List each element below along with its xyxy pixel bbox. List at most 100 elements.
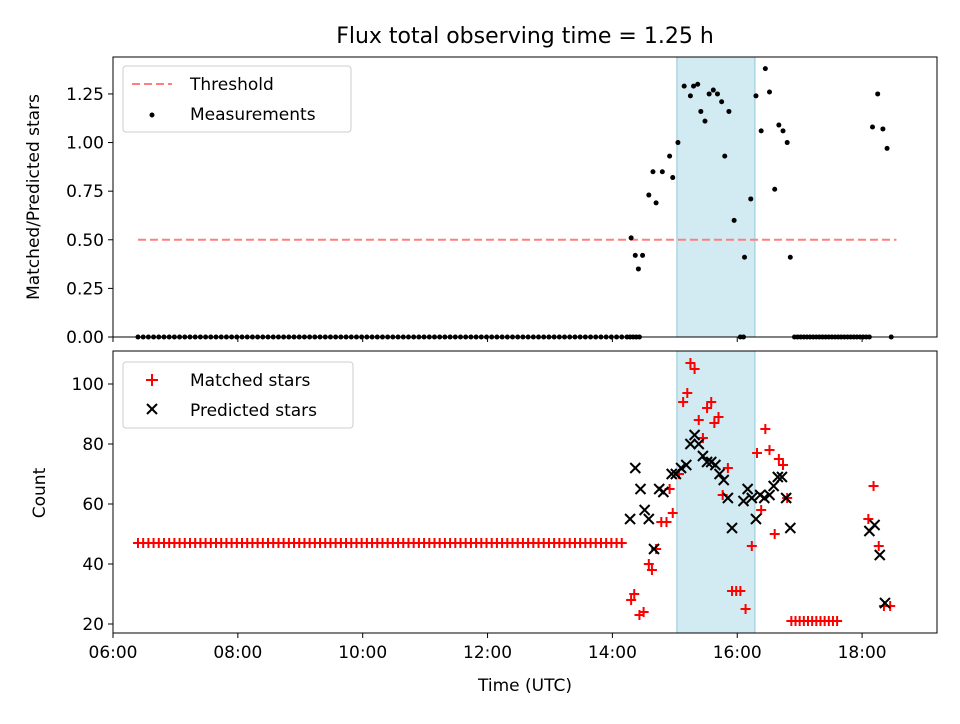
- bottom-predicted-stars-marker: [784, 522, 797, 534]
- bottom-matched-stars-marker: [873, 541, 884, 551]
- bottom-predicted-stars-marker: [758, 492, 771, 504]
- top-measurements-point: [695, 81, 701, 87]
- bottom-matched-stars-marker: [685, 358, 696, 368]
- top-measurements-point: [698, 108, 704, 114]
- bottom-predicted-stars-marker: [776, 471, 788, 483]
- bottom-predicted-stars-marker: [726, 522, 738, 534]
- bottom-predicted-stars-marker: [750, 513, 762, 525]
- bottom-predicted-stars-marker: [684, 438, 697, 450]
- bottom-predicted-stars-marker: [879, 597, 891, 609]
- bottom-predicted-stars-marker: [741, 483, 754, 495]
- top-y-tick-label: 0.50: [66, 231, 104, 251]
- bottom-matched-stars-marker: [646, 565, 657, 575]
- bottom-predicted-stars-marker: [763, 489, 776, 501]
- matched-legend-label: Matched stars: [190, 371, 310, 391]
- bottom-matched-stars-marker: [868, 481, 879, 491]
- bottom-matched-stars-marker: [626, 595, 637, 605]
- bottom-x-tick-label: 16:00: [713, 643, 762, 663]
- bottom-matched-stars-marker: [740, 604, 751, 614]
- bottom-predicted-stars-marker: [643, 513, 655, 525]
- top-measurements-point: [772, 186, 778, 192]
- top-measurements-point: [687, 93, 693, 99]
- bottom-predicted-stars-marker: [780, 492, 792, 504]
- bottom-predicted-stars-marker: [688, 429, 701, 441]
- top-y-tick-label: 1.00: [66, 134, 104, 154]
- top-y-tick-label: 0.25: [66, 279, 104, 299]
- top-y-tick-label: 0.75: [66, 182, 104, 202]
- bottom-matched-stars-marker: [638, 607, 649, 617]
- bottom-matched-stars-marker: [752, 448, 763, 458]
- top-measurements-point: [762, 66, 768, 72]
- bottom-matched-stars-marker: [722, 463, 733, 473]
- bottom-x-tick-label: 08:00: [213, 643, 262, 663]
- bottom-predicted-stars-marker: [638, 504, 651, 516]
- measurements-legend-label: Measurements: [190, 105, 316, 125]
- bottom-predicted-stars-marker: [701, 456, 713, 468]
- bottom-matched-stars-marker: [689, 364, 700, 374]
- top-shaded-span: [676, 56, 756, 338]
- bottom-panel: 20 40 60 80 100 06:00 08:00 10:00 12:00 14:00 16:0…: [30, 350, 938, 696]
- bottom-predicted-stars-marker: [693, 438, 705, 450]
- bottom-x-tick-label: 10:00: [338, 643, 387, 663]
- bottom-predicted-stars-marker: [657, 486, 670, 498]
- bottom-matched-stars-marker: [769, 529, 780, 539]
- top-measurements-point: [753, 93, 759, 99]
- bottom-shaded-span: [676, 350, 756, 634]
- bottom-matched-stars-marker: [643, 559, 654, 569]
- bottom-matched-stars-marker: [764, 445, 775, 455]
- top-plot-layer: 0.00 0.25 0.50 0.75 1.00 1.25: [66, 56, 938, 348]
- bottom-y-tick-label: 20: [82, 615, 104, 635]
- top-measurements-point: [670, 175, 676, 181]
- bottom-plot-layer: 20 40 60 80 100 06:00 08:00 10:00 12:00 14:00 16:0…: [72, 350, 938, 663]
- top-measurements-point: [706, 91, 712, 97]
- bottom-matched-stars-marker: [832, 616, 843, 626]
- bottom-x-tick-label: 14:00: [588, 643, 637, 663]
- top-measurements-point: [710, 87, 716, 93]
- top-measurements-point: [884, 145, 890, 151]
- bottom-x-tick-label: 18:00: [838, 643, 887, 663]
- bottom-matched-stars-marker: [709, 418, 720, 428]
- top-title: Flux total observing time = 1.25 h: [336, 24, 714, 49]
- top-measurements-point: [787, 254, 793, 260]
- bottom-matched-stars-marker: [702, 403, 713, 413]
- top-legend: Threshold Measurements: [122, 65, 352, 133]
- bottom-matched-stars-marker: [629, 589, 640, 599]
- bottom-predicted-stars-marker: [709, 459, 722, 471]
- bottom-predicted-stars-marker: [722, 492, 734, 504]
- top-measurements-point: [675, 140, 681, 146]
- top-measurements-point: [659, 169, 665, 175]
- bottom-y-axis-label: Count: [30, 467, 50, 518]
- bottom-x-tick-label: 06:00: [89, 643, 138, 663]
- top-measurements-point: [758, 128, 764, 134]
- bottom-predicted-stars-marker: [634, 483, 647, 495]
- bottom-matched-stars-marker: [678, 397, 689, 407]
- top-measurements-point: [628, 235, 634, 241]
- top-measurements-point: [875, 91, 881, 97]
- bottom-matched-stars-marker: [756, 505, 767, 515]
- predicted-legend-label: Predicted stars: [190, 401, 317, 421]
- bottom-legend-box: [122, 361, 354, 429]
- top-measurements-point: [640, 252, 646, 258]
- top-y-tick-label: 1.25: [66, 85, 104, 105]
- bottom-y-tick-label: 80: [82, 435, 104, 455]
- bottom-predicted-stars-marker: [718, 474, 730, 486]
- top-measurements-point: [722, 153, 728, 159]
- top-measurements-point: [650, 169, 656, 175]
- top-measurements-point: [748, 196, 754, 202]
- bottom-predicted-stars-marker: [772, 471, 784, 483]
- bottom-matched-stars-marker: [697, 433, 708, 443]
- bottom-predicted-stars-marker: [675, 462, 687, 474]
- bottom-legend: Matched stars Predicted stars: [122, 361, 354, 429]
- top-panel: Flux total observing time = 1.25 h 0.000…: [24, 24, 938, 348]
- bottom-matched-stars-marker: [693, 415, 704, 425]
- top-measurements-point: [653, 200, 659, 206]
- bottom-y-tick-label: 40: [82, 555, 104, 575]
- bottom-matched-stars-marker: [661, 517, 672, 527]
- top-y-axis-label: Matched/Predicted stars: [24, 94, 44, 300]
- top-measurements-point: [780, 128, 786, 134]
- matched-legend-swatch: [146, 374, 158, 386]
- top-measurements-point: [691, 83, 697, 89]
- bottom-matched-stars-marker: [682, 388, 693, 398]
- bottom-predicted-stars-marker: [767, 480, 780, 492]
- bottom-matched-stars-marker: [863, 514, 874, 524]
